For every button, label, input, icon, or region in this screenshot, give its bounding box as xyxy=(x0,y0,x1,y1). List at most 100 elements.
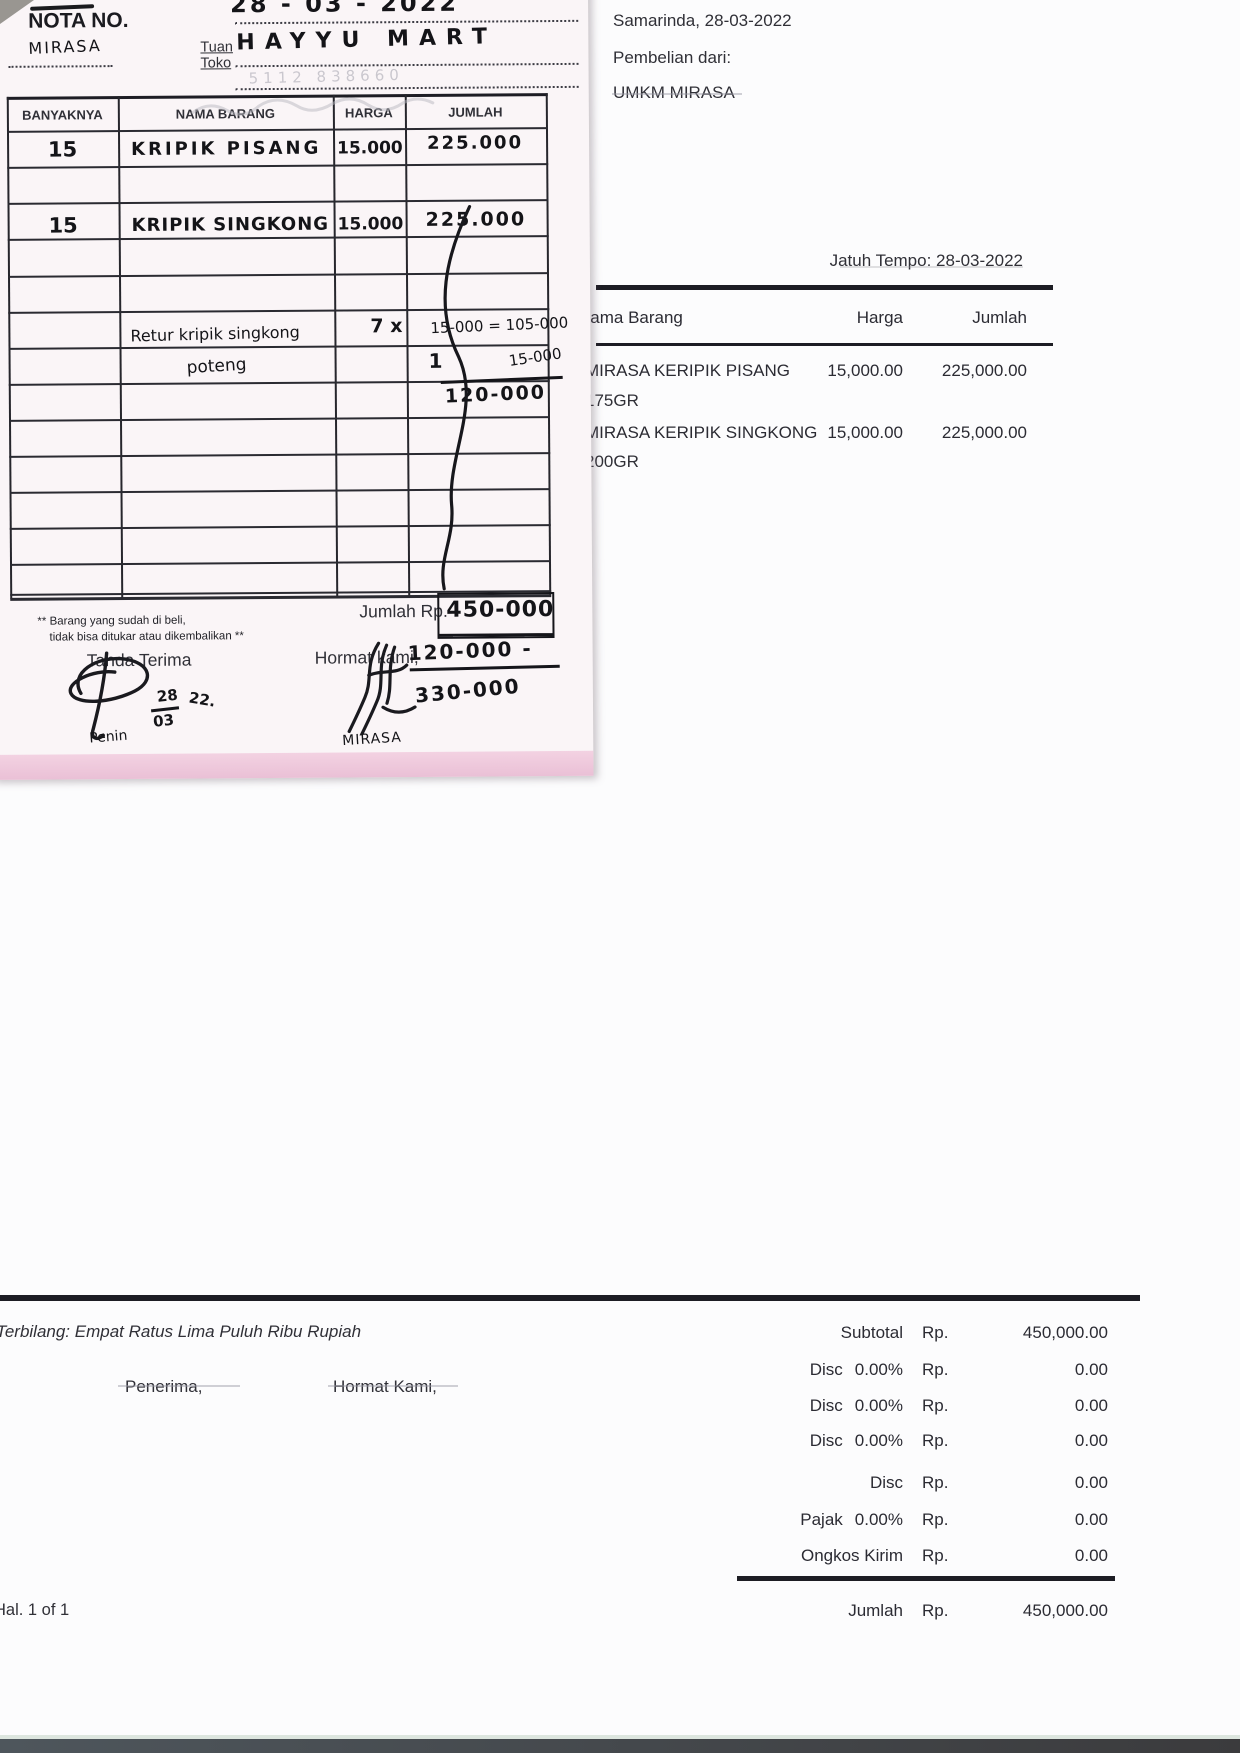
currency-label: Rp. xyxy=(922,1473,949,1492)
table-top-rule xyxy=(596,285,1053,290)
item-total: 225,000.00 xyxy=(941,361,1027,380)
total-pct: 0.00% xyxy=(854,1396,903,1415)
total-pct: 0.00% xyxy=(854,1431,903,1450)
totals-row-disc1: Disc 0.00% Rp. 0.00 xyxy=(600,1360,1116,1382)
col-banyaknya: BANYAKNYA xyxy=(21,107,103,123)
nota-pink-copy-edge xyxy=(0,750,594,780)
total-amount: 0.00 xyxy=(1074,1396,1108,1415)
invoice-city-date: Samarinda, 28-03-2022 xyxy=(613,11,792,30)
jumlah-rp-label: Jumlah Rp. xyxy=(359,600,448,622)
hw-item-name: KRIPIK SINGKONG xyxy=(131,213,330,236)
hw-price: 15.000 xyxy=(337,138,403,159)
scan-artifact-line xyxy=(118,1385,240,1387)
dotted-line xyxy=(235,62,579,68)
toko-label: Toko xyxy=(200,55,232,72)
hw-date-day: 28 xyxy=(155,685,179,706)
invoice-item-row: MIRASA KERIPIK PISANG 15,000.00 225,000.… xyxy=(585,361,1053,383)
currency-label: Rp. xyxy=(922,1396,949,1415)
totals-row-pajak: Pajak 0.00% Rp. 0.00 xyxy=(600,1510,1116,1532)
item-total: 225,000.00 xyxy=(941,423,1027,442)
grand-total-row: Jumlah Rp. 450,000.00 xyxy=(600,1601,1116,1623)
hw-date-year: 22. xyxy=(187,688,217,711)
table-header-rule xyxy=(596,343,1053,346)
total-amount: 0.00 xyxy=(1074,1360,1108,1379)
terbilang-text: Terbilang: Empat Ratus Lima Puluh Ribu R… xyxy=(0,1322,362,1341)
scanner-edge-line xyxy=(0,1735,1240,1739)
dotted-line xyxy=(8,65,113,68)
signer-signature xyxy=(347,641,417,736)
totals-row-disc3: Disc 0.00% Rp. 0.00 xyxy=(600,1431,1116,1453)
curvy-pen-stroke xyxy=(441,205,472,591)
currency-label: Rp. xyxy=(922,1431,949,1450)
handwritten-nota-paper: NOTA NO. MIRASA 28 - 03 - 2022 Tuan Toko… xyxy=(0,0,594,780)
total-amount: 0.00 xyxy=(1074,1473,1108,1492)
receiver-signature xyxy=(68,651,150,741)
dotted-line xyxy=(235,19,579,25)
hw-item-name: KRIPIK PISANG xyxy=(131,137,322,160)
item-name-line2: 175GR xyxy=(585,391,639,410)
total-label: Disc xyxy=(869,1473,903,1492)
hw-retur-note: Retur kripik singkong xyxy=(130,322,301,346)
totals-row-disc2: Disc 0.00% Rp. 0.00 xyxy=(600,1396,1116,1418)
hw-qty: 15 xyxy=(48,213,78,238)
col-nama-barang: Nama Barang xyxy=(578,308,683,327)
grand-total-label: Jumlah xyxy=(848,1601,903,1620)
item-name-line2: 200GR xyxy=(585,452,639,471)
totals-row-ongkos-kirim: Ongkos Kirim Rp. 0.00 xyxy=(600,1546,1116,1568)
item-price: 15,000.00 xyxy=(827,423,903,442)
purchase-from-label: Pembelian dari: xyxy=(613,48,732,67)
item-name: MIRASA KERIPIK SINGKONG xyxy=(585,423,818,442)
total-pct: 0.00% xyxy=(854,1360,903,1379)
currency-label: Rp. xyxy=(922,1601,949,1620)
scan-artifact-line xyxy=(840,266,1023,268)
scan-artifact-line xyxy=(328,1385,458,1387)
hw-signer-name: MIRASA xyxy=(341,729,403,750)
hw-date-month: 03 xyxy=(152,710,175,731)
total-label: Ongkos Kirim xyxy=(800,1546,903,1565)
nota-date-handwritten: 28 - 03 - 2022 xyxy=(230,0,460,19)
total-label: Pajak xyxy=(800,1510,843,1529)
total-amount: 450,000.00 xyxy=(1022,1323,1108,1342)
total-label: Disc xyxy=(809,1431,843,1450)
col-harga: Harga xyxy=(856,308,903,327)
currency-label: Rp. xyxy=(922,1510,949,1529)
hw-price: 15.000 xyxy=(337,214,404,235)
due-date-label: Jatuh Tempo: 28-03-2022 xyxy=(829,251,1023,270)
total-amount: 0.00 xyxy=(1074,1510,1108,1529)
grand-total-amount: 450,000.00 xyxy=(1022,1601,1108,1620)
total-amount: 0.00 xyxy=(1074,1431,1108,1450)
grand-total-rule xyxy=(737,1576,1115,1581)
total-label: Disc xyxy=(809,1396,843,1415)
currency-label: Rp. xyxy=(922,1546,949,1565)
hw-retur-qty: 7 x xyxy=(370,315,403,338)
supplier-name: UMKM MIRASA xyxy=(613,83,735,102)
item-price: 15,000.00 xyxy=(827,361,903,380)
scan-artifact-line xyxy=(612,93,742,95)
invoice-item-row: MIRASA KERIPIK SINGKONG 15,000.00 225,00… xyxy=(585,423,1053,445)
disclaimer-line1: ** Barang yang sudah di beli, xyxy=(37,614,186,628)
hw-receiver-scribble: Penin xyxy=(88,727,128,747)
nota-title: NOTA NO. xyxy=(28,9,129,33)
pencil-scribble: 5112 838660 xyxy=(248,65,405,88)
nota-number-handwritten: MIRASA xyxy=(28,35,103,58)
total-label: Subtotal xyxy=(840,1323,903,1342)
disclaimer-line2: tidak bisa ditukar atau dikembalikan ** xyxy=(49,630,244,644)
currency-label: Rp. xyxy=(922,1323,949,1342)
pencil-scribble xyxy=(191,97,435,116)
scanner-bottom-band xyxy=(0,1739,1240,1753)
tuan-label: Tuan xyxy=(200,39,233,56)
invoice-items-header: Nama Barang Harga Jumlah xyxy=(578,308,1053,330)
totals-row-subtotal: Subtotal Rp. 450,000.00 xyxy=(600,1323,1116,1345)
hw-retur-note2: poteng xyxy=(186,354,248,379)
total-pct: 0.00% xyxy=(854,1510,903,1529)
page-number-label: Hal. 1 of 1 xyxy=(0,1601,70,1619)
hormat-kami-label: Hormat Kami, xyxy=(333,1377,437,1396)
currency-label: Rp. xyxy=(922,1360,949,1379)
total-label: Disc xyxy=(809,1360,843,1379)
footer-top-rule xyxy=(0,1295,1140,1301)
col-jumlah: Jumlah xyxy=(972,308,1027,327)
hw-qty: 15 xyxy=(47,137,78,162)
hw-jumlah-value: 450-000 xyxy=(446,597,555,623)
penerima-label: Penerima, xyxy=(125,1377,203,1396)
total-amount: 0.00 xyxy=(1074,1546,1108,1565)
